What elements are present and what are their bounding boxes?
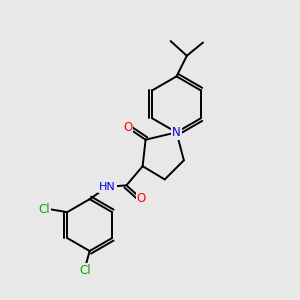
Text: O: O — [136, 192, 146, 205]
Text: Cl: Cl — [80, 264, 91, 277]
Text: O: O — [123, 122, 133, 134]
Text: Cl: Cl — [38, 203, 50, 216]
Text: N: N — [172, 126, 181, 139]
Text: HN: HN — [99, 182, 116, 192]
